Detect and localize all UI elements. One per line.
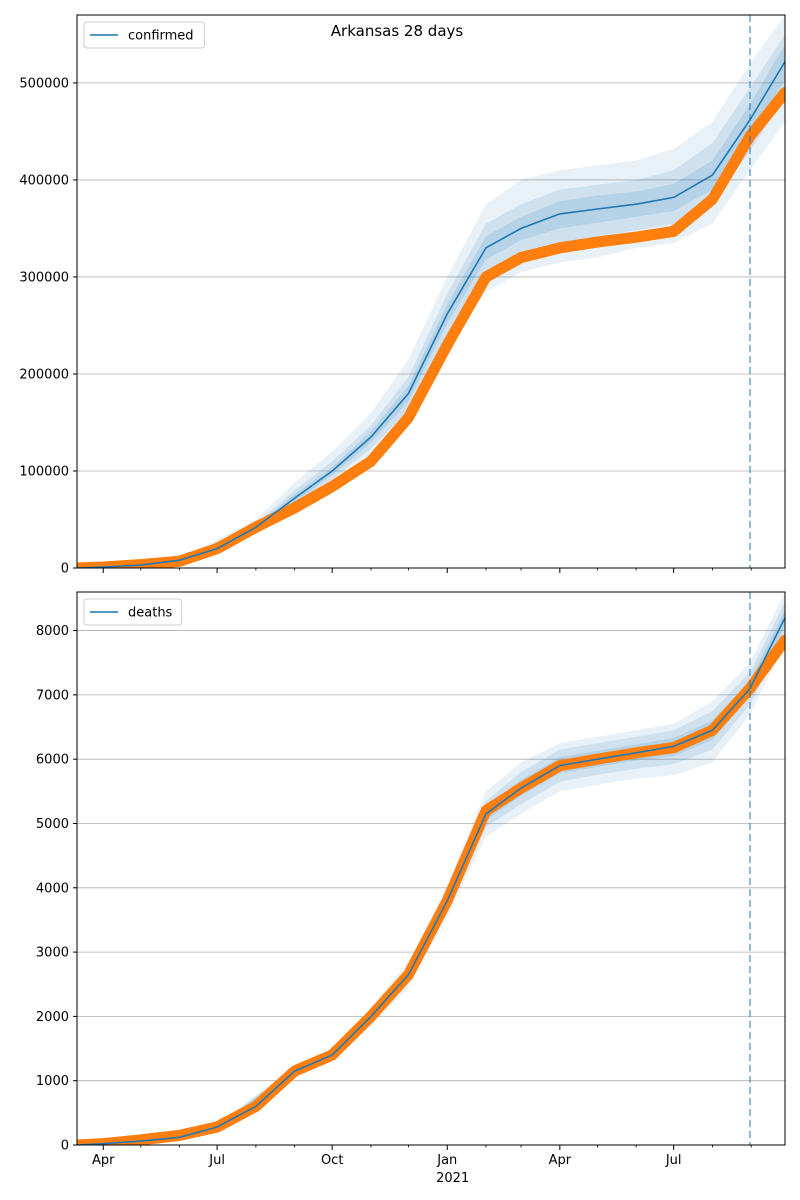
observed-point — [779, 634, 785, 646]
axes-frame — [76, 14, 786, 569]
y-tick-label: 7000 — [36, 688, 69, 703]
x-tick-label: Jul — [665, 1153, 682, 1168]
y-tick-label: 400000 — [19, 173, 69, 188]
y-tick-label: 300000 — [19, 270, 69, 285]
x-tick-label: Jan — [436, 1153, 457, 1168]
y-tick-label: 6000 — [36, 753, 69, 768]
plot-area — [77, 592, 785, 1145]
y-tick-label: 3000 — [36, 946, 69, 961]
y-tick-label: 0 — [61, 562, 69, 577]
y-tick-label: 200000 — [19, 367, 69, 382]
y-tick-label: 5000 — [36, 817, 69, 832]
y-tick-label: 1000 — [36, 1074, 69, 1089]
y-tick-label: 2000 — [36, 1010, 69, 1025]
figure-suptitle: Arkansas 28 days — [331, 22, 464, 40]
legend-label: deaths — [128, 606, 173, 621]
series-line-confirmed — [77, 61, 785, 568]
x-tick-label: Jul — [208, 1153, 225, 1168]
legend: deaths — [83, 598, 183, 626]
legend: confirmed — [83, 21, 205, 49]
confirmed-panel: 0 100000 200000 300000 400000 500000 confirmed — [19, 14, 786, 577]
deaths-panel: 0 1000 2000 3000 4000 5000 6000 7000 8000 Apr Jul O… — [36, 591, 786, 1168]
x-tick-label: Oct — [321, 1153, 343, 1168]
series-line-deaths — [77, 617, 785, 1145]
observed-point — [779, 87, 785, 99]
legend-label: confirmed — [128, 29, 194, 44]
y-tick-label: 0 — [61, 1139, 69, 1154]
x-year-label: 2021 — [436, 1171, 469, 1186]
y-tick-label: 100000 — [19, 464, 69, 479]
y-tick-label: 8000 — [36, 624, 69, 639]
plot-area — [77, 15, 785, 568]
y-tick-label: 500000 — [19, 76, 69, 91]
y-tick-label: 4000 — [36, 881, 69, 896]
axes-frame — [76, 591, 786, 1146]
x-tick-label: Apr — [92, 1153, 115, 1168]
legend-box — [83, 21, 205, 49]
x-tick-label: Apr — [549, 1153, 572, 1168]
legend-box — [83, 598, 183, 626]
